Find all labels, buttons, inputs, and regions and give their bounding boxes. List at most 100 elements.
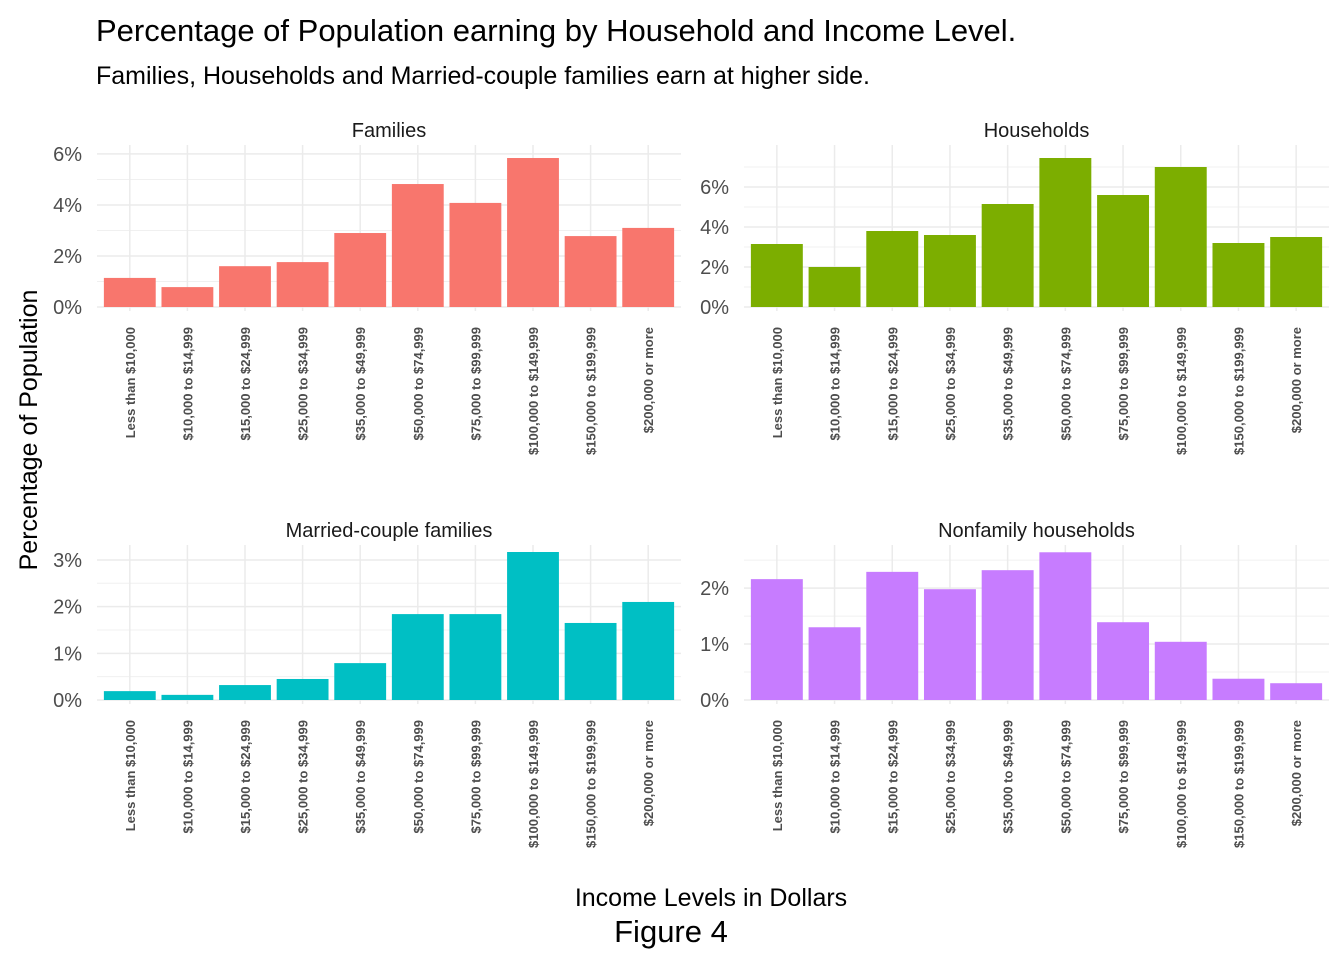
y-tick-label: 6% xyxy=(53,144,82,166)
x-tick-label: $100,000 to $149,999 xyxy=(526,327,541,455)
panel-title: Families xyxy=(352,120,426,142)
bar xyxy=(1097,622,1150,700)
bar xyxy=(1154,641,1207,700)
bar xyxy=(103,277,156,307)
bar xyxy=(1097,195,1150,307)
y-tick-label: 4% xyxy=(700,217,729,239)
bar xyxy=(923,589,976,700)
x-tick-label: $25,000 to $34,999 xyxy=(943,327,958,440)
x-tick-label: $10,000 to $14,999 xyxy=(180,327,195,440)
panel-nonfamily-households: Nonfamily households 0% 1% 2% Less than $10,… xyxy=(700,520,1329,848)
y-tick-label: 0% xyxy=(53,690,82,712)
x-tick-label: $15,000 to $24,999 xyxy=(885,720,900,833)
x-tick-label: $15,000 to $24,999 xyxy=(885,327,900,440)
bar xyxy=(507,158,559,307)
y-tick-label: 6% xyxy=(700,177,729,199)
panel-title: Households xyxy=(984,120,1090,142)
panel-households: Households 0% 2% 4% 6% Less than $10,000 $10,0… xyxy=(700,120,1329,455)
x-tick-label: $35,000 to $49,999 xyxy=(1001,327,1016,440)
bar xyxy=(1212,678,1265,700)
x-tick-label: $35,000 to $49,999 xyxy=(1001,720,1016,833)
bar xyxy=(334,233,387,307)
bar xyxy=(981,204,1034,307)
y-tick-label: 0% xyxy=(700,297,729,319)
x-tick-label: $75,000 to $99,999 xyxy=(1116,720,1131,833)
bar xyxy=(981,570,1034,700)
y-tick-label: 2% xyxy=(700,578,729,600)
bar xyxy=(103,691,156,700)
x-tick-label: $100,000 to $149,999 xyxy=(1174,327,1189,455)
panel-title: Married-couple families xyxy=(286,520,493,542)
x-tick-label: $10,000 to $14,999 xyxy=(828,327,843,440)
x-tick-label: $50,000 to $74,999 xyxy=(1058,720,1073,833)
x-tick-label: $50,000 to $74,999 xyxy=(411,327,426,440)
x-tick-label: $75,000 to $99,999 xyxy=(1116,327,1131,440)
x-tick-label: $50,000 to $74,999 xyxy=(411,720,426,833)
bar xyxy=(866,571,919,700)
bar xyxy=(219,266,271,307)
bar xyxy=(622,601,675,700)
bar xyxy=(564,622,617,700)
x-tick-label: $100,000 to $149,999 xyxy=(1174,720,1189,848)
bar xyxy=(449,614,502,700)
bar xyxy=(1039,552,1092,700)
x-tick-label: $200,000 or more xyxy=(641,327,656,433)
panel-families: Families 0% 2% 4% 6% Less than $10,000 $10,000… xyxy=(53,120,681,455)
y-tick-label: 0% xyxy=(53,297,82,319)
x-tick-label: $15,000 to $24,999 xyxy=(238,327,253,440)
x-tick-label: $75,000 to $99,999 xyxy=(468,327,483,440)
x-tick-label: $25,000 to $34,999 xyxy=(296,327,311,440)
x-tick-label: $75,000 to $99,999 xyxy=(468,720,483,833)
bar xyxy=(564,236,617,307)
panel-title: Nonfamily households xyxy=(938,520,1135,542)
y-tick-label: 1% xyxy=(700,634,729,656)
y-tick-label: 4% xyxy=(53,195,82,217)
x-tick-label: $200,000 or more xyxy=(641,720,656,826)
bar xyxy=(622,227,675,307)
x-tick-label: $150,000 to $199,999 xyxy=(584,327,599,455)
bar xyxy=(1270,683,1323,700)
x-tick-label: $150,000 to $199,999 xyxy=(1231,327,1246,455)
x-tick-label: $15,000 to $24,999 xyxy=(238,720,253,833)
y-tick-label: 3% xyxy=(53,550,82,572)
y-tick-label: 1% xyxy=(53,643,82,665)
y-tick-label: 2% xyxy=(53,246,82,268)
y-tick-label: 0% xyxy=(700,690,729,712)
bar xyxy=(391,184,444,307)
x-tick-label: Less than $10,000 xyxy=(770,327,785,438)
x-tick-label: $200,000 or more xyxy=(1289,327,1304,433)
x-tick-label: $50,000 to $74,999 xyxy=(1058,327,1073,440)
bar xyxy=(866,231,919,307)
x-tick-label: $150,000 to $199,999 xyxy=(584,720,599,848)
bar xyxy=(276,678,329,700)
bar xyxy=(449,202,502,307)
panel-married-couple-families: Married-couple families 0% 1% 2% 3% Less than… xyxy=(53,520,681,848)
bar xyxy=(391,614,444,700)
x-tick-label: $25,000 to $34,999 xyxy=(296,720,311,833)
figure-caption: Figure 4 xyxy=(614,914,728,949)
bar xyxy=(334,663,387,700)
x-tick-label: $25,000 to $34,999 xyxy=(943,720,958,833)
y-tick-label: 2% xyxy=(700,257,729,279)
x-tick-label: $10,000 to $14,999 xyxy=(828,720,843,833)
x-tick-label: $35,000 to $49,999 xyxy=(353,720,368,833)
bar xyxy=(1039,158,1092,307)
bar xyxy=(923,235,976,307)
bar xyxy=(161,287,214,307)
x-tick-label: Less than $10,000 xyxy=(770,720,785,831)
bar xyxy=(1270,237,1323,307)
x-tick-label: $35,000 to $49,999 xyxy=(353,327,368,440)
x-tick-label: $150,000 to $199,999 xyxy=(1231,720,1246,848)
bar xyxy=(808,627,861,700)
x-axis-label: Income Levels in Dollars xyxy=(575,884,847,912)
chart-title: Percentage of Population earning by Hous… xyxy=(96,13,1016,48)
bar xyxy=(161,694,214,700)
x-tick-label: Less than $10,000 xyxy=(123,327,138,438)
y-tick-label: 2% xyxy=(53,597,82,619)
x-tick-label: $10,000 to $14,999 xyxy=(180,720,195,833)
bar xyxy=(507,552,559,700)
x-tick-label: Less than $10,000 xyxy=(123,720,138,831)
x-tick-label: $100,000 to $149,999 xyxy=(526,720,541,848)
y-axis-label: Percentage of Population xyxy=(15,290,43,571)
bar xyxy=(808,267,861,307)
